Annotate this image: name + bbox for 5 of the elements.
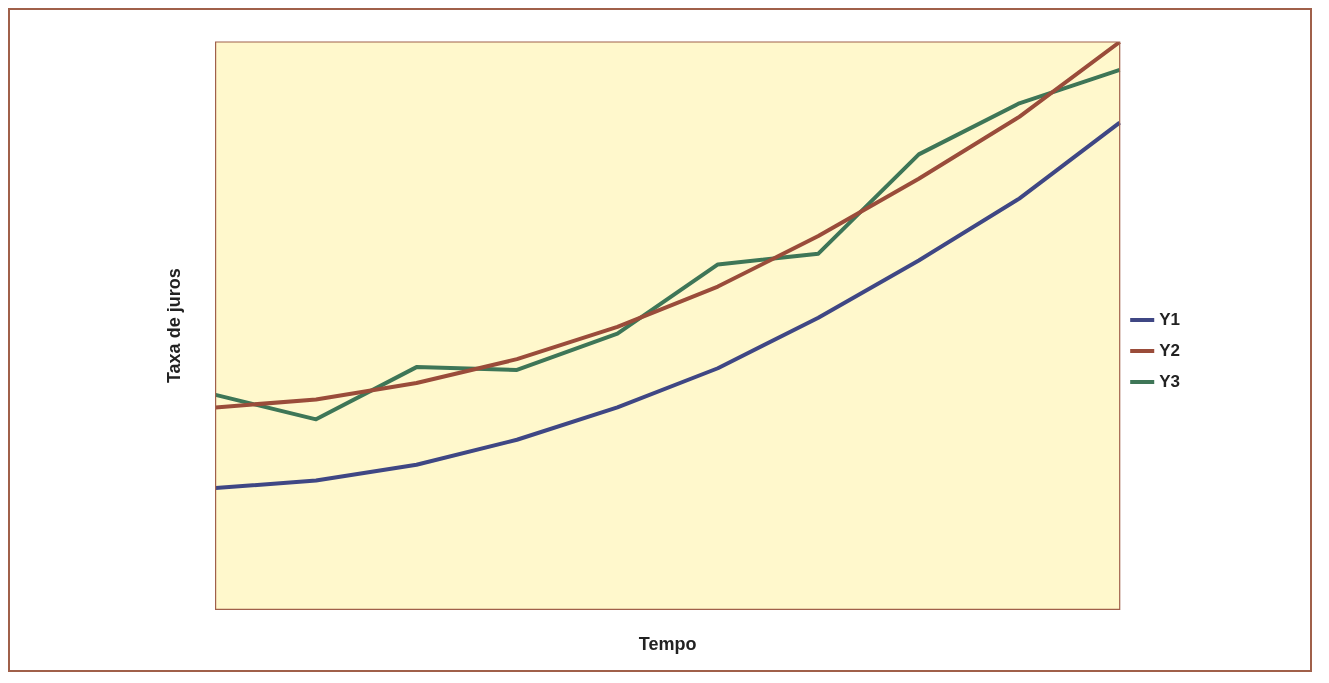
legend-label: Y1 [1159, 309, 1180, 329]
x-axis-title: Tempo [638, 634, 697, 655]
y-axis-title: Taxa de juros [163, 268, 184, 384]
legend-label: Y3 [1159, 371, 1180, 391]
legend-label: Y2 [1159, 340, 1180, 360]
